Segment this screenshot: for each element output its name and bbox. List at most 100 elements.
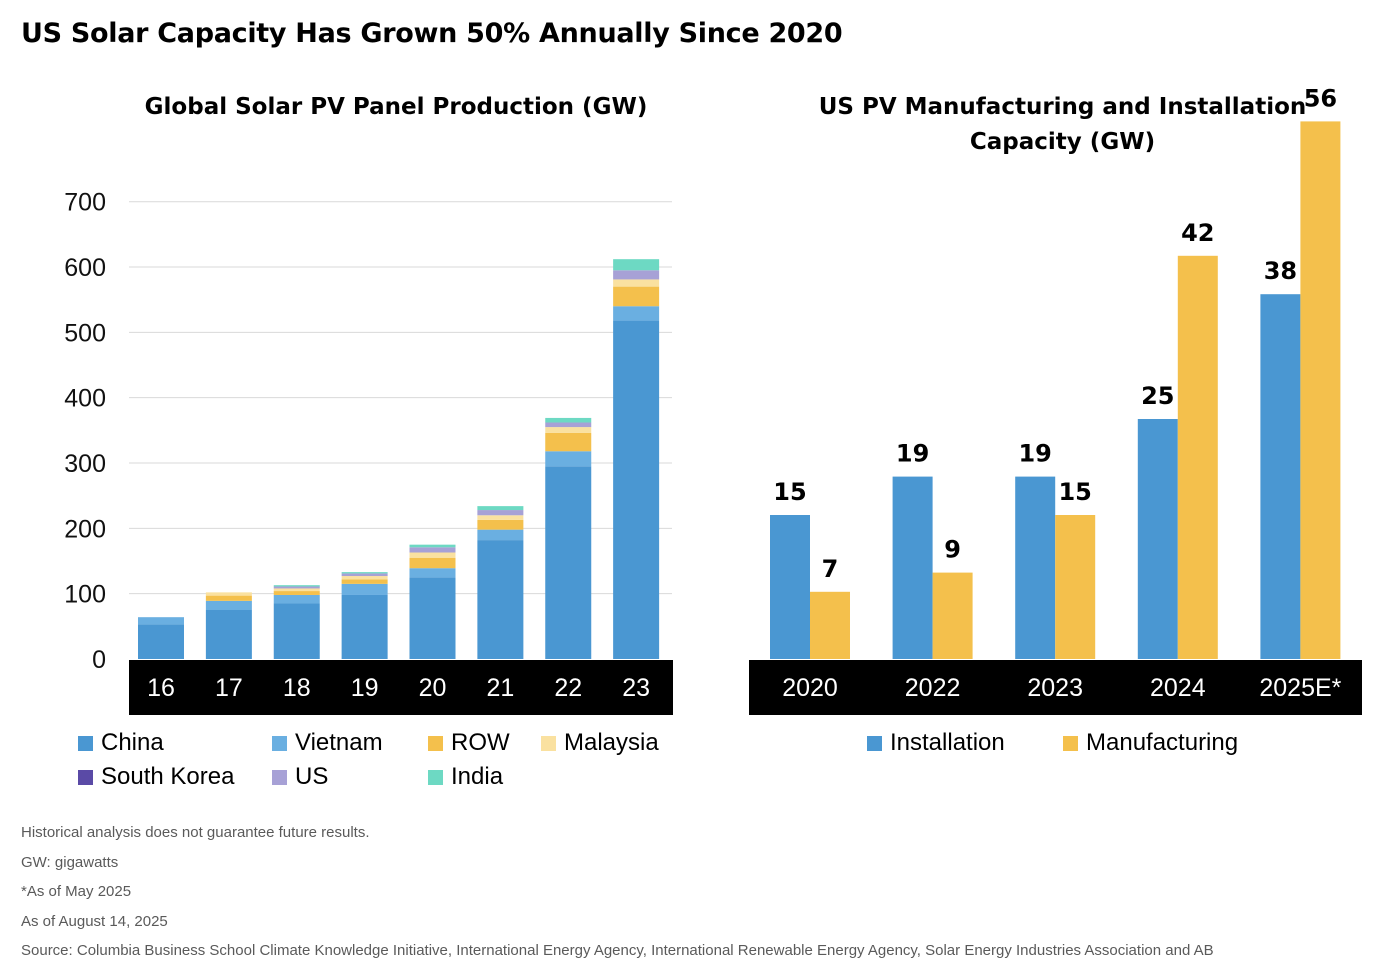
legend-label: Malaysia [564, 729, 659, 756]
x-tick-label: 22 [554, 674, 582, 702]
bar-india [341, 572, 388, 574]
legend-label: India [451, 763, 504, 790]
bar-vietnam [205, 600, 252, 611]
legend-swatch [272, 735, 287, 751]
legend-swatch [78, 769, 93, 785]
legend-item-us: US [272, 763, 328, 791]
legend-label: US [295, 763, 329, 790]
bar-us [477, 510, 524, 516]
legend-item-manufacturing: Manufacturing [1063, 729, 1238, 757]
bar-china [545, 466, 592, 659]
bar-china [205, 610, 252, 659]
bar-us [545, 422, 592, 428]
bar-row [273, 591, 320, 595]
bar-malaysia [613, 279, 660, 287]
footnote-source: Source: Columbia Business School Climate… [21, 942, 1214, 959]
legend-swatch [428, 769, 443, 785]
x-tick-label: 19 [351, 674, 379, 702]
data-label: 56 [1304, 84, 1337, 112]
bar-vietnam [409, 568, 456, 578]
x-tick-label: 2023 [1027, 674, 1083, 702]
bar-india [545, 417, 592, 423]
legend-swatch [428, 735, 443, 751]
footnote-gw: GW: gigawatts [21, 853, 119, 871]
data-label: 7 [822, 555, 839, 583]
data-label: 15 [773, 478, 806, 506]
legend-item-malaysia: Malaysia [541, 729, 659, 757]
legend-item-india: India [428, 763, 503, 791]
bar-vietnam [545, 451, 592, 467]
data-label: 15 [1058, 478, 1091, 506]
bar-manufacturing [1300, 121, 1341, 659]
bar-india [613, 259, 660, 271]
bar-malaysia [545, 427, 592, 433]
bar-row [477, 519, 524, 530]
legend-item-vietnam: Vietnam [272, 729, 383, 757]
page-title: US Solar Capacity Has Grown 50% Annually… [21, 18, 843, 49]
bar-row [409, 557, 456, 569]
legend-label: Vietnam [295, 729, 383, 756]
bar-china [138, 624, 184, 659]
x-tick-label: 17 [215, 674, 243, 702]
y-tick-label: 0 [92, 646, 106, 674]
data-label: 38 [1264, 257, 1297, 285]
bar-malaysia [341, 576, 388, 580]
right-chart-title: US PV Manufacturing and Installation Cap… [800, 90, 1325, 160]
legend-swatch [1063, 735, 1078, 751]
x-tick-label: 23 [622, 674, 650, 702]
legend-label: ROW [451, 729, 510, 756]
legend-item-china: China [78, 729, 164, 757]
bar-malaysia [273, 588, 320, 592]
footnotes: Historical analysis does not guarantee f… [21, 818, 1214, 966]
x-tick-label: 16 [147, 674, 175, 702]
bar-row [205, 595, 252, 601]
bar-installation [892, 476, 933, 659]
bar-china [613, 320, 660, 659]
left-chart-title: Global Solar PV Panel Production (GW) [144, 94, 648, 120]
x-axis-band [129, 660, 673, 715]
x-tick-label: 2022 [905, 674, 961, 702]
bar-row [341, 579, 388, 584]
bar-installation [770, 515, 810, 659]
legend-swatch [867, 735, 882, 751]
bar-us [341, 573, 388, 577]
y-tick-label: 500 [64, 319, 106, 347]
y-tick-label: 700 [64, 189, 106, 217]
bar-china [409, 577, 456, 659]
footnote-disclaimer: Historical analysis does not guarantee f… [21, 824, 370, 841]
bar-installation [1260, 294, 1301, 659]
bar-row [545, 432, 592, 452]
x-tick-label: 20 [419, 674, 447, 702]
right-chart-title-line2: Capacity (GW) [969, 129, 1156, 155]
x-tick-label: 21 [486, 674, 514, 702]
bar-china [273, 603, 320, 659]
bar-us [409, 547, 456, 553]
data-label: 25 [1141, 382, 1174, 410]
bar-manufacturing [1055, 515, 1096, 659]
bar-row [613, 286, 660, 307]
legend-label: China [101, 729, 164, 756]
x-tick-label: 2020 [782, 674, 838, 702]
y-tick-label: 400 [64, 385, 106, 413]
bar-manufacturing [932, 572, 973, 659]
bar-malaysia [205, 592, 252, 596]
x-tick-label: 18 [283, 674, 311, 702]
x-axis-band [749, 660, 1362, 715]
legend-item-row: ROW [428, 729, 510, 757]
bar-china [477, 540, 524, 659]
right-chart-title-line1: US PV Manufacturing and Installation [818, 94, 1307, 120]
bar-manufacturing [1177, 255, 1218, 660]
bar-us [613, 270, 660, 280]
bar-china [341, 594, 388, 659]
bar-vietnam [273, 594, 320, 604]
data-label: 19 [1018, 440, 1051, 468]
bar-india [273, 585, 320, 587]
legend-label: South Korea [101, 763, 235, 790]
data-label: 19 [896, 440, 929, 468]
bar-installation [1015, 476, 1056, 659]
legend-item-installation: Installation [867, 729, 1005, 757]
bar-vietnam [477, 529, 524, 541]
data-label: 42 [1181, 219, 1214, 247]
bar-india [409, 544, 456, 548]
x-tick-label: 2024 [1150, 674, 1206, 702]
